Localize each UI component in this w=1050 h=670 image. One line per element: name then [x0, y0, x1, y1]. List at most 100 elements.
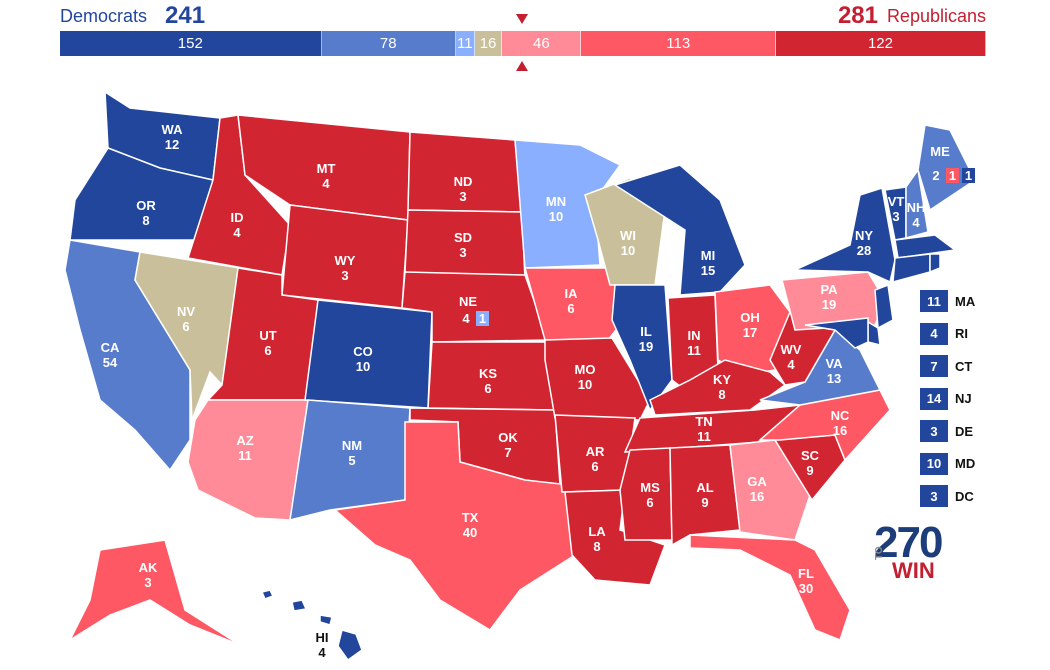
state-ev-mi: 15 — [701, 263, 715, 278]
state-md[interactable] — [804, 317, 869, 349]
small-state-abbr: DC — [955, 488, 974, 504]
state-ma[interactable] — [894, 234, 957, 259]
small-state-ev-box[interactable]: 3 — [920, 420, 948, 442]
small-state-ev-box[interactable]: 14 — [920, 387, 948, 410]
small-state-row[interactable]: 3 DC — [920, 485, 1010, 507]
state-ct[interactable] — [892, 253, 931, 284]
state-ev-wa: 12 — [165, 137, 179, 152]
state-ak[interactable] — [68, 539, 241, 646]
small-state-ev-box[interactable]: 3 — [920, 485, 948, 507]
state-label-sc: SC — [801, 448, 820, 463]
state-label-ks: KS — [479, 366, 497, 381]
state-nj[interactable] — [874, 283, 894, 330]
state-ev-id: 4 — [233, 225, 241, 240]
state-ev-mn: 10 — [549, 209, 563, 224]
state-label-ut: UT — [259, 328, 276, 343]
small-state-abbr: MA — [955, 293, 976, 309]
state-label-nd: ND — [454, 174, 473, 189]
state-ev-il: 19 — [639, 339, 653, 354]
state-label-al: AL — [696, 480, 713, 495]
ev-bar-segment: 122 — [775, 31, 986, 56]
state-ev-wv: 4 — [787, 357, 795, 372]
small-state-ev-box[interactable]: 4 — [920, 322, 948, 345]
state-ev-tn: 11 — [697, 429, 711, 444]
small-state-row[interactable]: 14 NJ — [920, 387, 1010, 410]
state-label-vt: VT — [888, 194, 905, 209]
state-me[interactable] — [917, 124, 976, 212]
state-label-va: VA — [825, 356, 843, 371]
republicans-total: 281 — [837, 2, 878, 29]
state-ev-mt: 4 — [322, 176, 330, 191]
small-state-row[interactable]: 10 MD — [920, 452, 1010, 475]
small-state-row[interactable]: 4 RI — [920, 322, 1010, 345]
small-state-row[interactable]: 3 DE — [920, 420, 1010, 442]
ev-bar-segment: 16 — [474, 31, 503, 56]
state-label-la: LA — [588, 524, 606, 539]
state-label-fl: FL — [798, 566, 814, 581]
small-state-row[interactable]: 7 CT — [920, 355, 1010, 377]
state-label-nm: NM — [342, 438, 362, 453]
district-box-ne2[interactable] — [476, 311, 489, 326]
ev-header: Democrats 241 281 Republicans 152 78 11 16 4… — [0, 0, 1050, 80]
state-label-ca: CA — [101, 340, 120, 355]
state-ky[interactable] — [649, 359, 787, 416]
state-ev-la: 8 — [593, 539, 600, 554]
state-label-mo: MO — [575, 362, 596, 377]
state-fl[interactable] — [689, 534, 851, 641]
state-al[interactable] — [669, 444, 741, 547]
state-ev-va: 13 — [827, 371, 841, 386]
state-ev-nm: 5 — [348, 453, 355, 468]
state-ev-pa: 19 — [822, 297, 836, 312]
state-ms[interactable] — [619, 447, 673, 541]
state-ev-nc: 16 — [833, 423, 847, 438]
small-state-ev-box[interactable]: 10 — [920, 452, 948, 475]
state-label-mi: MI — [701, 248, 715, 263]
small-states-list: 11 MA 4 RI 7 CT 14 NJ 3 DE 10 MD 3 DC — [920, 290, 1010, 518]
state-ev-sc: 9 — [806, 463, 813, 478]
small-state-ev-box[interactable]: 11 — [920, 290, 948, 312]
district-box-me2[interactable] — [946, 168, 959, 183]
state-mi[interactable] — [613, 164, 746, 296]
state-nh[interactable] — [905, 168, 929, 239]
state-ev-or: 8 — [142, 213, 149, 228]
state-oh[interactable] — [714, 284, 791, 376]
state-label-ia: IA — [565, 286, 579, 301]
state-ev-ms: 6 — [646, 495, 653, 510]
ev-bar-segment: 11 — [455, 31, 475, 56]
district-box-me1[interactable] — [962, 168, 975, 183]
state-label-ky: KY — [713, 372, 731, 387]
state-ev-ar: 6 — [591, 459, 598, 474]
state-label-or: OR — [136, 198, 156, 213]
ev-bar: 152 78 11 16 46 113 122 — [60, 31, 986, 56]
state-label-id: ID — [231, 210, 244, 225]
state-ev-vt: 3 — [892, 209, 899, 224]
state-ev-ia: 6 — [567, 301, 574, 316]
state-ev-ky: 8 — [718, 387, 725, 402]
state-ev-co: 10 — [356, 359, 370, 374]
state-label-ok: OK — [498, 430, 518, 445]
state-ri[interactable] — [929, 253, 941, 274]
small-state-ev-box[interactable]: 7 — [920, 355, 948, 377]
state-il[interactable] — [611, 284, 673, 412]
state-ny[interactable] — [794, 187, 896, 284]
state-ev-sd: 3 — [459, 245, 466, 260]
ev-bar-segment: 113 — [581, 31, 776, 56]
state-ev-ak: 3 — [144, 575, 151, 590]
small-state-row[interactable]: 11 MA — [920, 290, 1010, 312]
state-label-sd: SD — [454, 230, 472, 245]
state-label-ny: NY — [855, 228, 873, 243]
small-state-abbr: CT — [955, 358, 973, 374]
ev-bar-segment: 46 — [502, 31, 582, 56]
state-ev-ga: 16 — [750, 489, 764, 504]
state-label-wi: WI — [620, 228, 636, 243]
state-label-hi: HI — [316, 630, 329, 645]
state-tx[interactable] — [333, 421, 576, 631]
state-ev-nd: 3 — [459, 189, 466, 204]
state-ev-wy: 3 — [341, 268, 348, 283]
state-label-nc: NC — [831, 408, 850, 423]
state-hi[interactable] — [260, 589, 363, 662]
state-ev-ut: 6 — [264, 343, 271, 358]
state-label-wv: WV — [781, 342, 802, 357]
270-marker-top-icon — [516, 14, 528, 24]
small-state-abbr: NJ — [955, 391, 972, 406]
